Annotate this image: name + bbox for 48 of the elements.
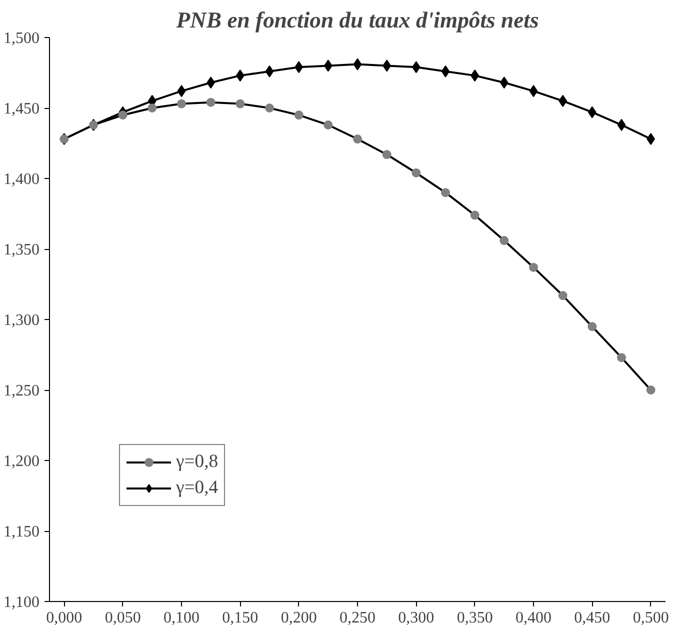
point [617, 353, 626, 362]
point [177, 85, 186, 98]
point [148, 104, 157, 112]
x-tick-label: 0,300 [398, 610, 434, 626]
point [265, 104, 274, 112]
y-tick-label: 1,250 [4, 382, 40, 400]
y-tick-label: 1,300 [4, 312, 40, 329]
point [206, 98, 216, 107]
point [441, 188, 450, 198]
legend-label: γ=0,4 [176, 477, 218, 499]
point [265, 65, 274, 78]
x-tick-label: 0,000 [46, 610, 82, 626]
x-tick-label: 0,100 [164, 610, 200, 626]
x-tick-label: 0,050 [104, 610, 141, 626]
point [441, 65, 450, 78]
point [353, 134, 362, 144]
y-tick-label: 1,100 [4, 594, 40, 611]
point [617, 118, 626, 131]
point [118, 110, 128, 120]
x-tick-label: 0,250 [340, 610, 376, 626]
y-tick-label: 1,500 [4, 30, 40, 47]
point [382, 150, 392, 160]
x-tick-label: 0,450 [574, 610, 610, 626]
point [294, 110, 304, 120]
point [353, 58, 362, 70]
x-tick-label: 0,500 [632, 610, 669, 626]
point [558, 291, 568, 300]
point [588, 322, 597, 332]
y-tick-label: 1,200 [4, 453, 40, 470]
x-tick-label: 0,400 [516, 610, 552, 626]
chart-title: PNB en fonction du taux d'impôts nets [175, 8, 539, 32]
point [470, 210, 480, 220]
point [412, 168, 421, 178]
point [177, 99, 186, 108]
x-tick-label: 0,200 [280, 610, 317, 626]
y-tick-label: 1,400 [4, 171, 40, 188]
x-tick-label: 0,150 [222, 610, 258, 626]
y-tick-label: 1,350 [4, 242, 40, 258]
point [646, 386, 656, 394]
point [236, 99, 245, 108]
point [529, 85, 538, 98]
y-tick-label: 1,150 [4, 524, 40, 540]
y-tick-label: 1,450 [4, 100, 40, 118]
point [500, 236, 509, 246]
legend-label: γ=0,8 [176, 451, 218, 473]
point [529, 262, 538, 272]
x-tick-label: 0,350 [456, 610, 493, 626]
point [324, 120, 333, 130]
